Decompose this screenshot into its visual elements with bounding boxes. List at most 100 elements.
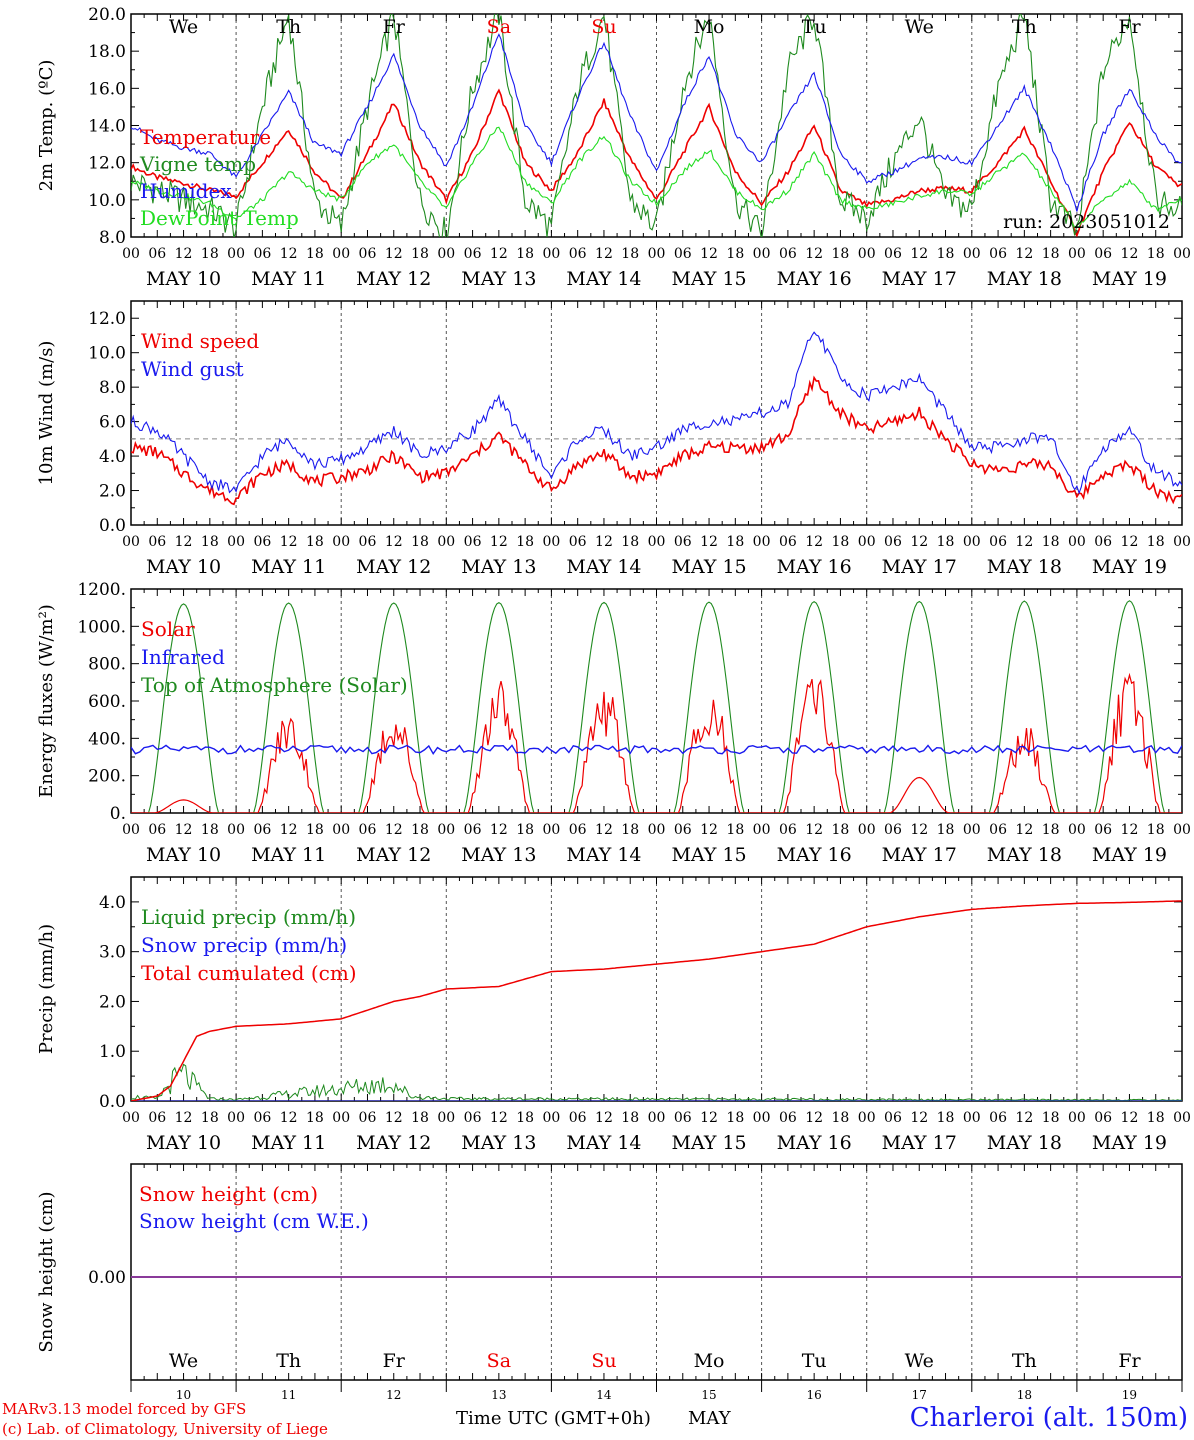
- hour-tick-label: 18: [621, 534, 639, 550]
- y-tick-label: 16.0: [88, 79, 126, 99]
- hour-tick-label: 12: [1015, 246, 1033, 262]
- date-label: MAY 19: [1092, 844, 1167, 866]
- hour-tick-label: 12: [175, 246, 193, 262]
- weekday-label: Fr: [1118, 16, 1141, 38]
- hour-tick-label: 18: [937, 822, 955, 838]
- weekday-label: Th: [1012, 1350, 1037, 1372]
- weekday-label: Th: [276, 16, 301, 38]
- date-label: MAY 11: [251, 844, 326, 866]
- hour-tick-label: 12: [910, 822, 928, 838]
- hour-tick-label: 12: [175, 822, 193, 838]
- hour-tick-label: 06: [253, 246, 271, 262]
- hour-tick-label: 06: [779, 1110, 797, 1126]
- hour-tick-label: 00: [753, 1110, 771, 1126]
- hour-tick-label: 18: [621, 822, 639, 838]
- hour-tick-label: 06: [989, 822, 1007, 838]
- run-label: run: 2023051012: [1003, 211, 1170, 233]
- hour-tick-label: 12: [805, 1110, 823, 1126]
- legend-entry: Vigne temp: [139, 152, 256, 176]
- hour-tick-label: 18: [726, 1110, 744, 1126]
- hour-tick-label: 18: [201, 246, 219, 262]
- hour-tick-label: 18: [411, 534, 429, 550]
- legend-entry: Infrared: [141, 645, 225, 669]
- y-tick-label: 10.0: [88, 344, 126, 364]
- weekday-label: Th: [1012, 16, 1037, 38]
- series-line-humidex: [131, 33, 1182, 212]
- y-tick-label: 0.0: [99, 516, 126, 536]
- y-tick-label: 400.: [88, 729, 126, 749]
- hour-tick-label: 00: [648, 822, 666, 838]
- hour-tick-label: 12: [385, 822, 403, 838]
- y-tick-label: 8.0: [99, 228, 126, 248]
- date-label: MAY 10: [146, 268, 221, 290]
- y-axis-label: Snow height (cm): [36, 1191, 57, 1352]
- hour-tick-label: 00: [542, 534, 560, 550]
- hour-tick-label: 12: [175, 534, 193, 550]
- date-label: MAY 15: [671, 844, 746, 866]
- y-axis-label: Energy fluxes (W/m²): [36, 604, 57, 798]
- hour-tick-label: 00: [858, 1110, 876, 1126]
- legend-entry: Liquid precip (mm/h): [141, 905, 356, 929]
- hour-tick-label: 18: [411, 1110, 429, 1126]
- hour-tick-label: 12: [490, 534, 508, 550]
- hour-tick-label: 00: [858, 246, 876, 262]
- hour-tick-label: 12: [595, 246, 613, 262]
- hour-tick-label: 00: [437, 246, 455, 262]
- y-tick-label: 6.0: [99, 413, 126, 433]
- hour-tick-label: 12: [1121, 534, 1139, 550]
- y-tick-label: 18.0: [88, 42, 126, 62]
- day-number-label: 14: [596, 1388, 612, 1402]
- date-label: MAY 18: [987, 844, 1062, 866]
- hour-tick-label: 18: [1042, 534, 1060, 550]
- hour-tick-label: 18: [201, 1110, 219, 1126]
- hour-tick-label: 06: [569, 246, 587, 262]
- date-label: MAY 16: [777, 556, 852, 578]
- hour-tick-label: 12: [280, 822, 298, 838]
- weekday-label: Tu: [802, 1350, 827, 1372]
- hour-tick-label: 00: [1173, 246, 1191, 262]
- hour-tick-label: 06: [359, 822, 377, 838]
- series-line-dewpoint-temp: [131, 126, 1182, 228]
- hour-tick-label: 18: [1147, 534, 1165, 550]
- panel-radiation: 0. 200. 400. 600. 800. 1000. 1200. Energy fluxe…: [36, 580, 1191, 866]
- hour-tick-label: 12: [490, 1110, 508, 1126]
- weekday-label: Mo: [694, 16, 725, 38]
- hour-tick-label: 06: [359, 1110, 377, 1126]
- hour-tick-label: 18: [832, 822, 850, 838]
- hour-tick-label: 18: [832, 534, 850, 550]
- weekday-label: Fr: [383, 1350, 406, 1372]
- hour-tick-label: 06: [674, 246, 692, 262]
- hour-tick-label: 12: [700, 1110, 718, 1126]
- series-line-total-cumulated-cm-: [131, 900, 1182, 1101]
- hour-tick-label: 12: [385, 534, 403, 550]
- hour-tick-label: 06: [148, 534, 166, 550]
- hour-tick-label: 06: [884, 534, 902, 550]
- hour-tick-label: 00: [753, 534, 771, 550]
- date-label: MAY 14: [566, 268, 641, 290]
- date-label: MAY 18: [987, 1132, 1062, 1154]
- hour-tick-label: 18: [516, 246, 534, 262]
- plot-frame: [130, 588, 1183, 814]
- date-label: MAY 19: [1092, 556, 1167, 578]
- y-tick-label: 0.00: [88, 1268, 126, 1288]
- hour-tick-label: 18: [516, 822, 534, 838]
- series-line-infrared: [131, 744, 1182, 756]
- weekday-label: We: [169, 1350, 198, 1372]
- day-number-label: 11: [281, 1388, 296, 1402]
- date-label: MAY 13: [461, 556, 536, 578]
- hour-tick-label: 00: [648, 534, 666, 550]
- y-tick-label: 12.0: [88, 309, 126, 329]
- panel-snow: 0.00 Snow height (cm) Snow height (cm) Snow…: [36, 1163, 1183, 1402]
- hour-tick-label: 18: [306, 534, 324, 550]
- legend-entry: Snow height (cm): [139, 1182, 318, 1206]
- date-label: MAY 11: [251, 268, 326, 290]
- y-axis-label: 10m Wind (m/s): [36, 341, 57, 486]
- hour-tick-label: 06: [1094, 1110, 1112, 1126]
- hour-tick-label: 06: [779, 822, 797, 838]
- hour-tick-label: 12: [1015, 534, 1033, 550]
- date-label: MAY 16: [777, 268, 852, 290]
- y-tick-label: 3.0: [99, 943, 126, 963]
- hour-tick-label: 18: [726, 822, 744, 838]
- legend-entry: Temperature: [140, 125, 271, 149]
